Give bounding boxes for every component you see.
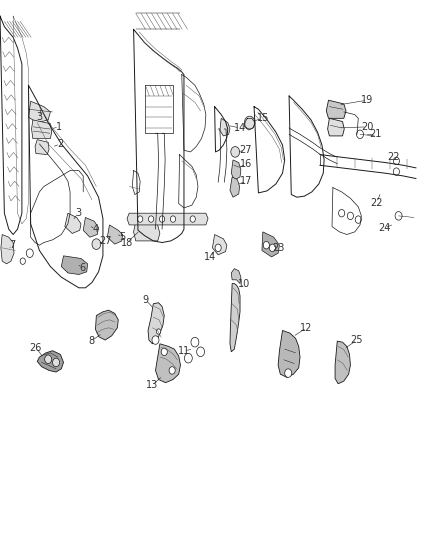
Polygon shape <box>278 330 300 377</box>
Circle shape <box>393 157 399 165</box>
Circle shape <box>269 244 276 252</box>
Polygon shape <box>37 351 64 372</box>
Circle shape <box>53 358 60 367</box>
Text: 22: 22 <box>387 152 399 162</box>
Polygon shape <box>328 118 344 136</box>
Circle shape <box>45 355 52 364</box>
Text: 6: 6 <box>79 263 85 272</box>
Circle shape <box>161 348 167 356</box>
Polygon shape <box>32 120 52 139</box>
Polygon shape <box>127 213 208 225</box>
Text: 24: 24 <box>378 223 391 233</box>
Circle shape <box>152 336 159 344</box>
Text: 27: 27 <box>99 236 111 246</box>
Circle shape <box>197 347 205 357</box>
Text: 17: 17 <box>240 176 252 186</box>
Text: 10: 10 <box>238 279 251 288</box>
Circle shape <box>26 249 33 257</box>
Circle shape <box>148 216 154 222</box>
Text: 15: 15 <box>257 114 269 123</box>
Polygon shape <box>35 140 49 155</box>
Polygon shape <box>326 100 346 118</box>
Circle shape <box>215 244 221 252</box>
Polygon shape <box>335 341 350 384</box>
Circle shape <box>159 216 165 222</box>
Circle shape <box>285 369 292 377</box>
Text: 8: 8 <box>88 336 94 346</box>
Text: 4: 4 <box>92 224 99 234</box>
Text: 23: 23 <box>272 243 284 253</box>
Circle shape <box>20 258 25 264</box>
Polygon shape <box>220 118 230 136</box>
Text: 13: 13 <box>146 380 159 390</box>
Text: 16: 16 <box>240 159 252 169</box>
Circle shape <box>138 216 143 222</box>
Circle shape <box>395 212 402 220</box>
Polygon shape <box>231 269 241 284</box>
Circle shape <box>339 209 345 217</box>
Text: 14: 14 <box>204 252 216 262</box>
Text: 22: 22 <box>371 198 383 207</box>
Polygon shape <box>65 213 81 233</box>
Polygon shape <box>262 232 279 257</box>
Text: 5: 5 <box>120 232 126 242</box>
Circle shape <box>92 239 101 249</box>
Polygon shape <box>83 217 99 237</box>
Text: 7: 7 <box>9 240 15 250</box>
Polygon shape <box>107 225 123 244</box>
Text: 1: 1 <box>56 122 62 132</box>
Polygon shape <box>1 235 14 264</box>
Circle shape <box>263 241 269 249</box>
Polygon shape <box>231 160 241 180</box>
Polygon shape <box>61 256 88 274</box>
Text: 9: 9 <box>142 295 148 304</box>
Polygon shape <box>230 177 240 197</box>
Text: 19: 19 <box>361 95 373 105</box>
Circle shape <box>347 212 353 220</box>
Text: 25: 25 <box>351 335 363 345</box>
Text: 27: 27 <box>239 146 251 155</box>
Circle shape <box>357 130 364 139</box>
Polygon shape <box>212 235 227 255</box>
Polygon shape <box>134 221 160 241</box>
Circle shape <box>355 216 361 223</box>
Polygon shape <box>155 344 180 383</box>
Circle shape <box>170 216 176 222</box>
Text: 21: 21 <box>370 130 382 139</box>
Text: 18: 18 <box>121 238 133 247</box>
Text: 2: 2 <box>57 139 64 149</box>
Text: 14: 14 <box>234 123 246 133</box>
Circle shape <box>393 168 399 175</box>
Circle shape <box>169 367 175 374</box>
Circle shape <box>190 216 195 222</box>
Circle shape <box>156 329 161 334</box>
Polygon shape <box>230 284 240 352</box>
Text: 26: 26 <box>30 343 42 352</box>
Text: 11: 11 <box>178 346 190 356</box>
Text: 20: 20 <box>361 122 373 132</box>
Polygon shape <box>28 101 50 123</box>
Circle shape <box>191 337 199 347</box>
Polygon shape <box>95 310 118 340</box>
Polygon shape <box>148 303 164 344</box>
Circle shape <box>231 147 240 157</box>
Circle shape <box>244 116 255 129</box>
Text: 12: 12 <box>300 323 313 333</box>
Circle shape <box>184 353 192 363</box>
Text: 3: 3 <box>75 208 81 218</box>
Text: 3: 3 <box>36 112 42 122</box>
